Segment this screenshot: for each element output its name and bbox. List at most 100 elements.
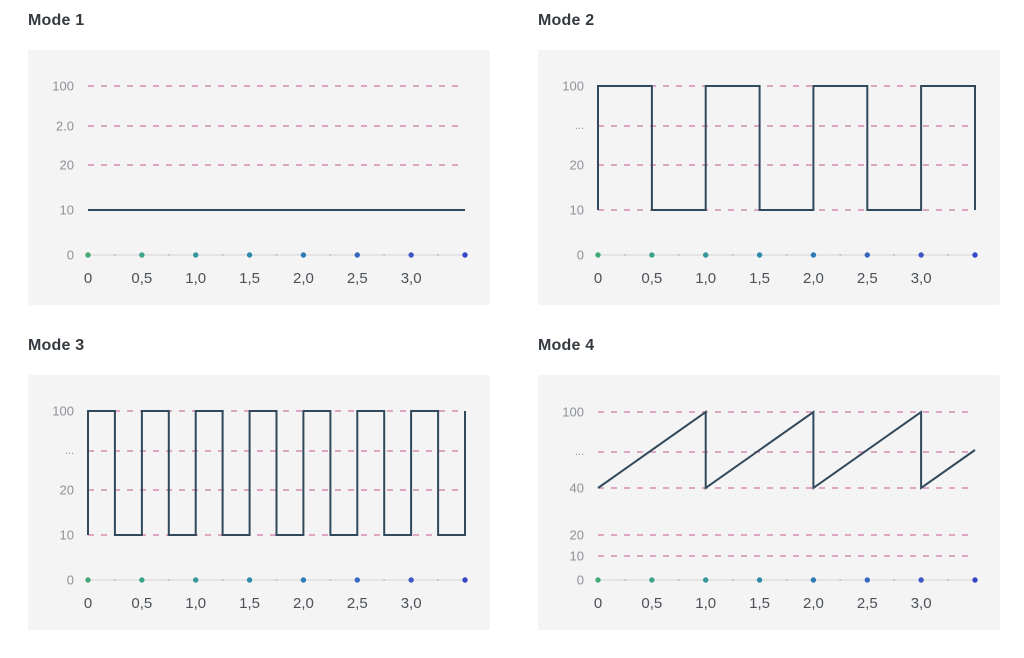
x-axis-dot (649, 252, 655, 258)
x-axis-dot (85, 252, 91, 258)
x-tick-label: 0 (84, 595, 92, 612)
x-tick-label: 0 (594, 595, 602, 612)
chart-title-mode-1: Mode 1 (28, 12, 85, 29)
x-axis-minor-dot (383, 578, 386, 582)
x-axis-dot (649, 577, 655, 583)
chart-title-mode-2: Mode 2 (538, 12, 595, 29)
y-tick-label: 0 (67, 573, 74, 588)
x-tick-label: 3,0 (401, 270, 422, 287)
x-axis-dot (864, 252, 870, 258)
x-axis-dot (703, 252, 709, 258)
x-axis-dot (462, 577, 468, 583)
x-axis-minor-dot (167, 578, 170, 582)
x-axis-minor-dot (946, 253, 950, 257)
x-axis-minor-dot (785, 578, 788, 582)
chart-title-mode-4: Mode 4 (538, 337, 595, 354)
x-axis-dot (354, 577, 360, 583)
y-tick-label: ... (65, 445, 74, 457)
x-tick-label: 0,5 (131, 270, 152, 287)
x-axis-minor-dot (785, 253, 788, 257)
y-tick-label: 10 (60, 528, 74, 543)
x-tick-label: 1,0 (695, 595, 716, 612)
y-tick-label: 10 (60, 203, 74, 218)
x-tick-label: 1,5 (239, 270, 260, 287)
y-tick-label: 100 (562, 79, 584, 94)
x-tick-label: 1,0 (185, 270, 206, 287)
y-tick-label: 0 (577, 248, 584, 263)
x-axis-minor-dot (623, 578, 627, 582)
x-axis-minor-dot (329, 253, 332, 257)
y-tick-label: 100 (52, 404, 74, 419)
x-tick-label: 1,5 (239, 595, 260, 612)
x-tick-label: 2,0 (293, 270, 314, 287)
x-axis-dot (193, 577, 199, 583)
x-axis-dot (193, 252, 199, 258)
mode-2-card: Mode 2 100... 20 10 0 0 0,5 1,0 1,5 2,0 2,5 3,0 (538, 10, 1000, 305)
x-axis-dot (595, 577, 601, 583)
x-tick-label: 0 (84, 270, 92, 287)
x-axis-minor-dot (946, 578, 950, 582)
y-tick-label: 40 (570, 481, 584, 496)
x-axis-minor-dot (839, 253, 842, 257)
x-axis-dot (300, 577, 307, 583)
x-axis-dot (354, 252, 360, 258)
x-tick-label: 1,5 (749, 270, 770, 287)
x-axis-dot (918, 252, 924, 258)
x-axis-minor-dot (839, 578, 842, 582)
y-tick-label: 100 (52, 79, 74, 94)
x-axis-dot (139, 577, 145, 583)
x-axis-dot (408, 577, 414, 583)
x-axis-minor-dot (436, 253, 440, 257)
y-tick-label: 2.0 (56, 119, 74, 134)
x-axis-dot (810, 577, 817, 583)
x-axis-minor-dot (167, 253, 170, 257)
x-axis-minor-dot (275, 253, 278, 257)
x-tick-label: 3,0 (911, 270, 932, 287)
x-axis-minor-dot (677, 578, 680, 582)
x-axis-dot (246, 577, 253, 583)
x-axis-dot (139, 252, 145, 258)
y-tick-label: 10 (570, 203, 584, 218)
x-axis-minor-dot (113, 578, 117, 582)
x-axis-dot (462, 252, 468, 258)
x-tick-label: 1,0 (695, 270, 716, 287)
x-tick-label: 1,0 (185, 595, 206, 612)
x-tick-label: 0,5 (641, 270, 662, 287)
x-axis-minor-dot (275, 578, 278, 582)
x-axis-minor-dot (623, 253, 627, 257)
x-axis-dot (756, 577, 763, 583)
y-tick-label: 20 (570, 528, 584, 543)
y-tick-label: 20 (60, 483, 74, 498)
x-axis-minor-dot (731, 578, 734, 582)
mode-3-card: Mode 3 100... 20 10 0 0 0,5 1,0 1,5 2,0 2,5 3,0 (28, 335, 490, 630)
x-tick-label: 3,0 (911, 595, 932, 612)
x-axis-minor-dot (383, 253, 386, 257)
x-tick-label: 0 (594, 270, 602, 287)
x-axis-dot (703, 577, 709, 583)
x-axis-minor-dot (677, 253, 680, 257)
x-axis-dot (810, 252, 817, 258)
x-axis-minor-dot (113, 253, 117, 257)
y-tick-label: ... (575, 120, 584, 132)
x-axis-minor-dot (436, 578, 440, 582)
y-tick-label: 10 (570, 549, 584, 564)
x-axis-dot (918, 577, 924, 583)
x-tick-label: 2,0 (293, 595, 314, 612)
x-axis-minor-dot (893, 253, 896, 257)
y-tick-label: ... (575, 446, 584, 458)
x-axis-dot (300, 252, 307, 258)
x-axis-minor-dot (329, 578, 332, 582)
x-axis-dot (408, 252, 414, 258)
chart-title-mode-3: Mode 3 (28, 337, 85, 354)
waveform-line (597, 85, 976, 211)
x-tick-label: 2,5 (347, 270, 368, 287)
x-axis-minor-dot (731, 253, 734, 257)
y-tick-label: 100 (562, 405, 584, 420)
x-axis-minor-dot (221, 578, 224, 582)
y-tick-label: 20 (570, 158, 584, 173)
x-tick-label: 0,5 (131, 595, 152, 612)
x-axis-dot (864, 577, 870, 583)
